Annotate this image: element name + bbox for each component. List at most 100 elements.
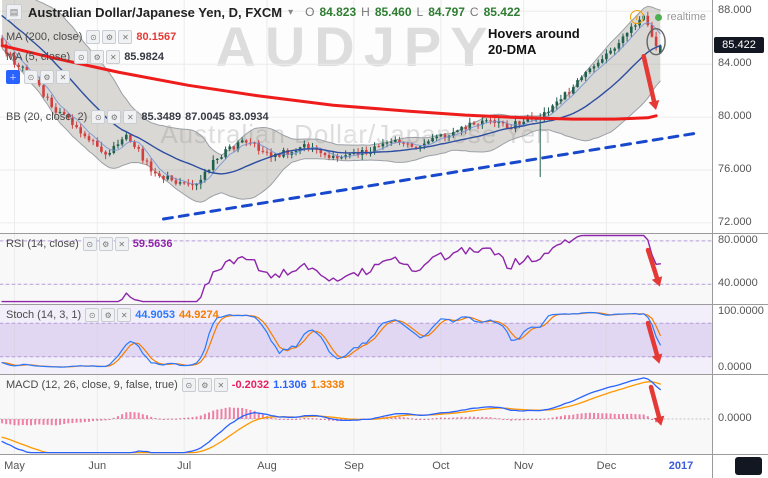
pane-divider[interactable]	[0, 233, 768, 234]
visibility-icon[interactable]: ⊙	[24, 70, 38, 84]
settings-icon[interactable]: ⚙	[90, 50, 105, 64]
legend-icons: ⊙ ⚙ ✕	[82, 237, 129, 251]
time-axis-month: Nov	[513, 460, 534, 472]
macd-chart-canvas[interactable]	[0, 375, 712, 454]
symbol-title[interactable]: Australian Dollar/Japanese Yen, D, FXCM	[28, 4, 283, 20]
time-axis-month: Jun	[88, 460, 107, 472]
macd-pane[interactable]: MACD (12, 26, close, 9, false, true) ⊙ ⚙…	[0, 375, 712, 454]
ma200-legend-label: MA (200, close)	[6, 31, 83, 43]
annotation-line2: 20-DMA	[488, 42, 537, 57]
time-axis-month: Dec	[596, 460, 617, 472]
settings-icon[interactable]: ⚙	[102, 30, 117, 44]
legend-icons: ⊙ ⚙ ✕	[181, 378, 228, 392]
realtime-label: realtime	[666, 11, 706, 23]
ma5-legend-label: MA (5, close)	[6, 51, 71, 63]
scale-label: 100.0000	[718, 305, 764, 317]
macd-signal-value: 1.3338	[310, 379, 345, 391]
chevron-down-icon[interactable]: ▾	[288, 6, 294, 18]
legend-icons: ⊙ ⚙ ✕	[86, 30, 133, 44]
delete-icon[interactable]: ✕	[123, 110, 138, 124]
realtime-indicator: i realtime	[629, 10, 706, 24]
time-axis-month: Oct	[432, 460, 450, 472]
delete-icon[interactable]: ✕	[118, 30, 133, 44]
open-label: O	[305, 5, 315, 19]
settings-icon[interactable]: ⚙	[107, 110, 122, 124]
legend-row-macd: MACD (12, 26, close, 9, false, true) ⊙ ⚙…	[6, 378, 344, 392]
legend-row-ma5: MA (5, close) ⊙ ⚙ ✕ 85.9824	[6, 50, 164, 64]
visibility-icon[interactable]: ⊙	[85, 308, 100, 322]
close-label: C	[469, 5, 479, 19]
chart-header: ▤ Australian Dollar/Japanese Yen, D, FXC…	[6, 4, 520, 20]
legend-row-stoch: Stoch (14, 3, 1) ⊙ ⚙ ✕ 44.9053 44.9274	[6, 308, 219, 322]
rsi-chart-canvas[interactable]	[0, 234, 712, 304]
settings-icon[interactable]: ⚙	[40, 70, 54, 84]
scale-label: 0.0000	[718, 412, 752, 424]
delete-icon[interactable]: ✕	[56, 70, 70, 84]
text-annotation[interactable]: Hovers around 20-DMA	[488, 26, 580, 58]
stoch-d-value: 44.9274	[178, 309, 219, 321]
bb-lower-value: 83.0934	[228, 111, 269, 123]
pane-divider[interactable]	[0, 304, 768, 305]
low-label: L	[416, 5, 424, 19]
high-value: 85.460	[374, 5, 412, 19]
rsi-value: 59.5636	[132, 238, 173, 250]
high-label: H	[361, 5, 370, 19]
rsi-legend-label: RSI (14, close)	[6, 238, 79, 250]
delete-icon[interactable]: ✕	[213, 378, 228, 392]
bb-basis-value: 85.3489	[141, 111, 182, 123]
scale-label: 80.000	[718, 110, 752, 123]
time-axis-month: Aug	[257, 460, 277, 472]
visibility-icon[interactable]: ⊙	[91, 110, 106, 124]
chart-menu-icon[interactable]: ▤	[6, 4, 22, 20]
price-chart-canvas[interactable]	[0, 0, 712, 233]
last-price-badge: 85.422	[714, 37, 764, 54]
time-axis-month: Sep	[344, 460, 364, 472]
pane-divider[interactable]	[0, 374, 768, 375]
legend-icons: ⊙ ⚙ ✕	[85, 308, 132, 322]
visibility-icon[interactable]: ⊙	[82, 237, 97, 251]
legend-row-bb: BB (20, close, 2) ⊙ ⚙ ✕ 85.3489 87.0045 …	[6, 110, 269, 124]
delete-icon[interactable]: ✕	[114, 237, 129, 251]
legend-icons: ⊙ ⚙ ✕	[74, 50, 121, 64]
tradingview-logo[interactable]	[735, 457, 762, 475]
low-value: 84.797	[428, 5, 465, 19]
bb-legend-label: BB (20, close, 2)	[6, 111, 88, 123]
time-axis-month: Jul	[177, 460, 192, 472]
realtime-dot	[654, 13, 662, 21]
close-value: 85.422	[483, 5, 521, 19]
time-axis[interactable]: May Jun Jul Aug Sep Oct Nov Dec 2017	[0, 455, 712, 478]
visibility-icon[interactable]: ⊙	[74, 50, 89, 64]
settings-icon[interactable]: ⚙	[101, 308, 116, 322]
scale-label: 0.0000	[718, 361, 752, 373]
scale-label: 80.0000	[718, 233, 758, 246]
legend-row-rsi: RSI (14, close) ⊙ ⚙ ✕ 59.5636	[6, 237, 173, 251]
price-scale[interactable]: 88.000 84.000 80.000 76.000 72.000 80.0000 40.…	[713, 0, 768, 478]
settings-icon[interactable]: ⚙	[98, 237, 113, 251]
stoch-k-value: 44.9053	[135, 309, 175, 321]
legend-icons: ⊙ ⚙ ✕	[24, 70, 70, 84]
macd-hist-value: -0.2032	[231, 379, 270, 391]
price-pane[interactable]: AUDJPY Australian Dollar/Japanese Yen ▤ …	[0, 0, 712, 233]
delete-icon[interactable]: ✕	[106, 50, 121, 64]
macd-legend-label: MACD (12, 26, close, 9, false, true)	[6, 379, 178, 391]
settings-icon[interactable]: ⚙	[197, 378, 212, 392]
visibility-icon[interactable]: ⊙	[86, 30, 101, 44]
scale-divider	[712, 0, 713, 478]
stoch-pane[interactable]: Stoch (14, 3, 1) ⊙ ⚙ ✕ 44.9053 44.9274	[0, 305, 712, 374]
open-value: 84.823	[319, 5, 357, 19]
visibility-icon[interactable]: ⊙	[181, 378, 196, 392]
ma200-value: 80.1567	[136, 31, 177, 43]
stoch-legend-label: Stoch (14, 3, 1)	[6, 309, 82, 321]
legend-row-ma200: MA (200, close) ⊙ ⚙ ✕ 80.1567	[6, 30, 176, 44]
annotation-line1: Hovers around	[488, 26, 580, 41]
delete-icon[interactable]: ✕	[117, 308, 132, 322]
scale-label: 72.000	[718, 215, 752, 228]
time-axis-month: May	[4, 460, 25, 472]
info-icon[interactable]: i	[629, 10, 644, 24]
stoch-chart-canvas[interactable]	[0, 305, 712, 374]
scale-label: 84.000	[718, 57, 752, 70]
legend-row-tool: ＋ ⊙ ⚙ ✕	[6, 70, 70, 84]
rsi-pane[interactable]: RSI (14, close) ⊙ ⚙ ✕ 59.5636	[0, 234, 712, 304]
active-drawing-icon[interactable]: ＋	[6, 70, 20, 84]
